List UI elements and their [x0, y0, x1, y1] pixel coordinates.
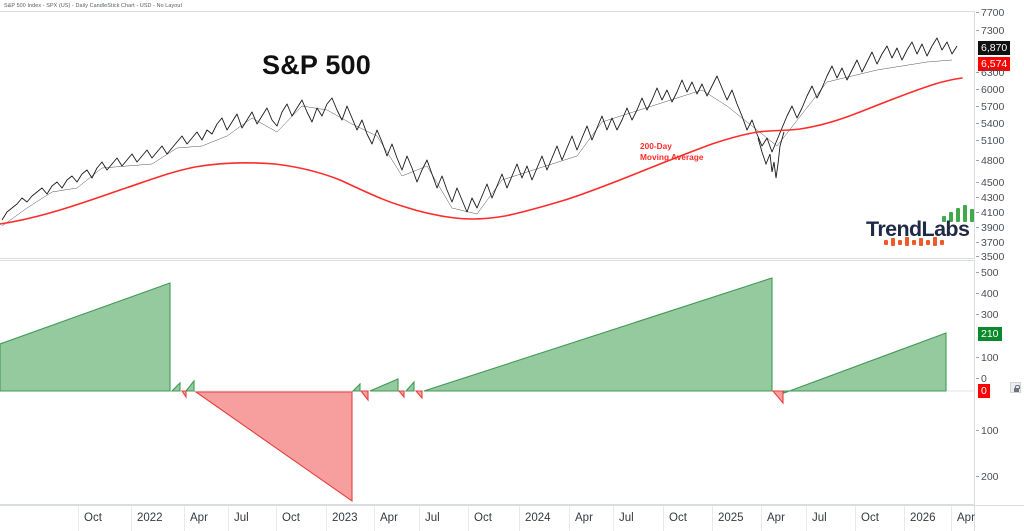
date-label: Apr	[190, 512, 208, 524]
date-label: Oct	[861, 512, 879, 524]
price-tick: 5400	[975, 118, 1024, 131]
window-title: S&P 500 Index - SPX (US) - Daily CandleS…	[4, 3, 183, 9]
last-price-badge: 6,870	[978, 41, 1011, 55]
date-label: Oct	[84, 512, 102, 524]
trend-tick: 200	[975, 471, 1024, 484]
date-label: Jul	[812, 512, 827, 524]
price-tick: 3700	[975, 237, 1024, 250]
trend-tick: 300	[975, 309, 1024, 322]
price-tick: 7300	[975, 25, 1024, 38]
trendlabs-wordmark: TrendLabs	[866, 217, 970, 241]
price-tick: 5100	[975, 135, 1024, 148]
trendlabs-logo-icon	[884, 205, 974, 246]
date-label: 2022	[137, 512, 163, 524]
trend-indicator-pane[interactable]: Consecutive Days 200-Day Average Trend I…	[0, 260, 974, 505]
price-axis[interactable]: 7700 7300 6,870 6,574 6300 6000 5700 540…	[974, 7, 1024, 263]
price-tick: 6000	[975, 84, 1024, 97]
price-chart-svg	[0, 37, 963, 227]
ma-annotation-line1: 200-Day	[640, 141, 672, 151]
lock-icon[interactable]	[1010, 382, 1021, 393]
price-tick: 7700	[975, 7, 1024, 20]
price-tick: 6300	[975, 67, 1024, 80]
date-label: 2024	[525, 512, 551, 524]
date-axis[interactable]: Oct 2022 Apr Jul Oct 2023 Apr Jul Oct 20…	[0, 505, 1024, 531]
price-tick: 3900	[975, 222, 1024, 235]
trend-indicator-svg	[0, 277, 974, 503]
moving-average-line	[0, 77, 963, 225]
page-title: S&P 500	[262, 50, 371, 80]
ma-annotation-line2: Moving Average	[640, 151, 704, 162]
price-tick: 5700	[975, 101, 1024, 114]
falling-runs	[180, 390, 784, 503]
price-tick: 3500	[975, 251, 1024, 264]
trendlabs-watermark: TrendLabs	[866, 204, 974, 252]
trend-tick: 0	[975, 373, 1024, 386]
moving-average-annotation: 200-Day Moving Average	[640, 141, 703, 162]
price-tick: 4100	[975, 207, 1024, 220]
date-label: 2025	[718, 512, 744, 524]
date-label: Jul	[234, 512, 249, 524]
date-label: Oct	[282, 512, 300, 524]
price-crash-spike	[757, 131, 785, 179]
date-label: Jul	[619, 512, 634, 524]
price-series-wicks	[1, 59, 953, 227]
trend-tick: 500	[975, 267, 1024, 280]
trend-axis[interactable]: 500 400 300 210 100 0 0 100 200	[974, 260, 1024, 505]
trend-value-badge: 210	[978, 327, 1002, 341]
trend-tick: 400	[975, 288, 1024, 301]
price-tick: 4800	[975, 155, 1024, 168]
trend-tick: 100	[975, 352, 1024, 365]
price-tick: 4500	[975, 177, 1024, 190]
price-tick: 4300	[975, 192, 1024, 205]
date-label: Apr	[957, 512, 975, 524]
trend-tick: 100	[975, 425, 1024, 438]
trend-zero-badge: 0	[978, 384, 990, 398]
moving-average-value-badge: 6,574	[978, 57, 1011, 71]
date-label: Jul	[425, 512, 440, 524]
date-label: 2026	[910, 512, 936, 524]
date-label: Apr	[767, 512, 785, 524]
price-series-line	[1, 37, 958, 221]
date-label: 2023	[332, 512, 358, 524]
date-label: Apr	[380, 512, 398, 524]
date-label: Oct	[669, 512, 687, 524]
date-label: Oct	[474, 512, 492, 524]
date-label: Apr	[575, 512, 593, 524]
price-chart-pane[interactable]: S&P 500 200-Day Moving Average	[0, 11, 974, 259]
rising-runs	[0, 277, 947, 394]
